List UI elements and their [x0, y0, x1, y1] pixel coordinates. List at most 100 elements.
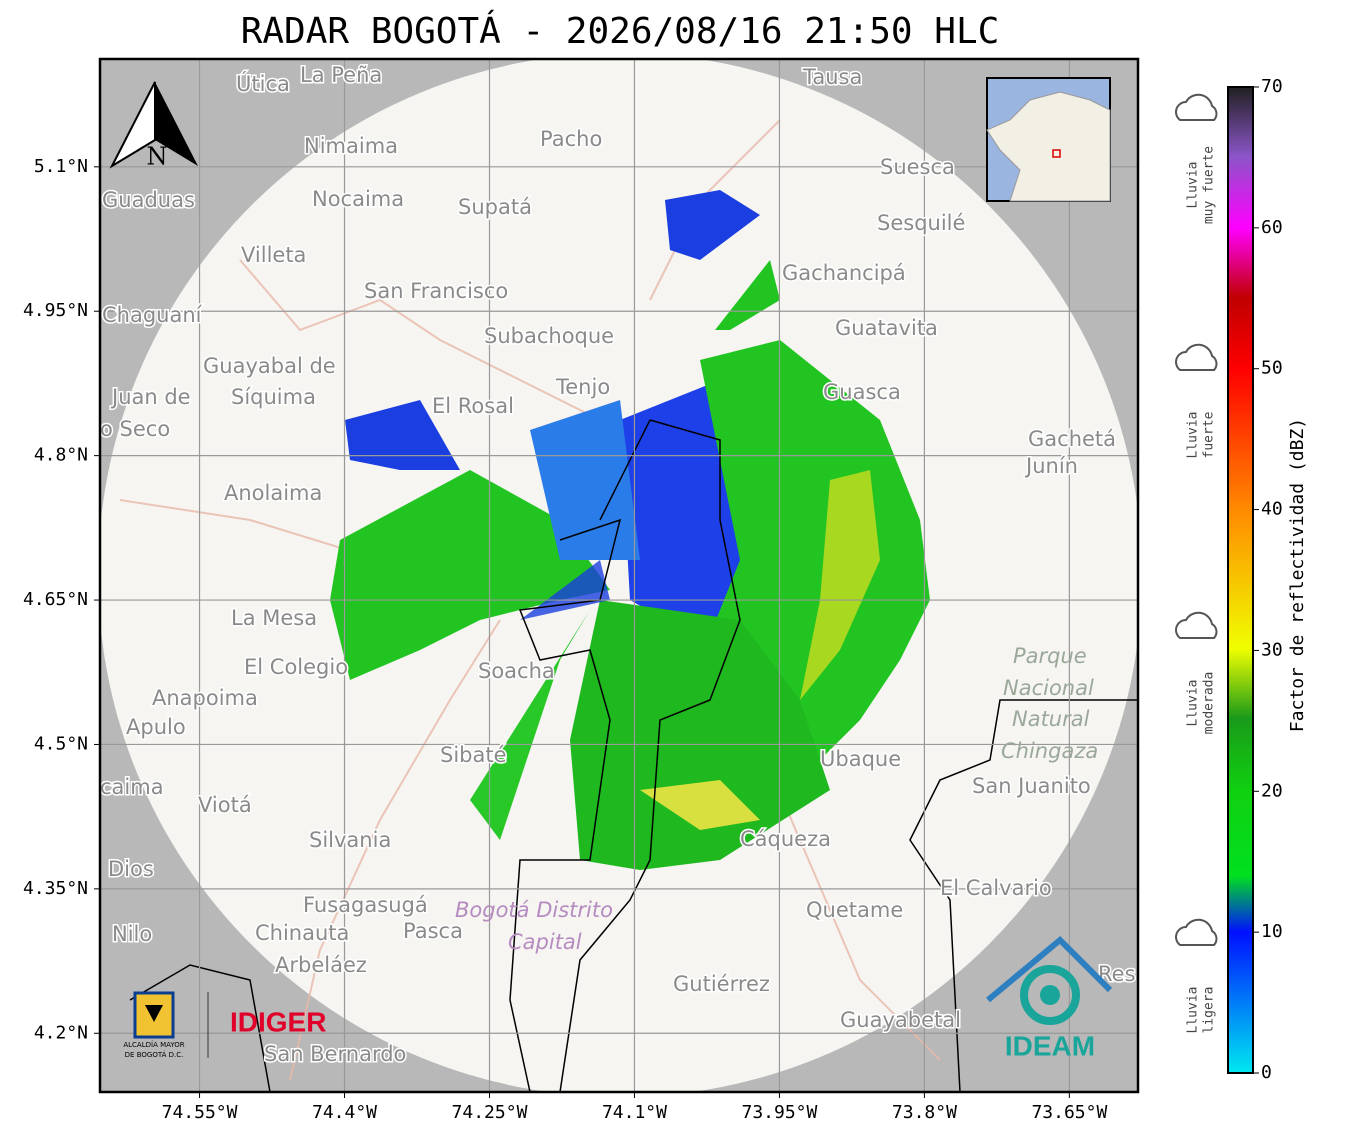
y-tick-label: 4.2°N	[34, 1022, 88, 1043]
place-label: Gachetá	[1028, 427, 1116, 451]
place-label: Tausa	[802, 65, 862, 89]
y-tick-label: 4.35°N	[23, 878, 88, 899]
place-label: El Rosal	[432, 394, 514, 418]
place-label: Villeta	[241, 243, 306, 267]
x-tick-label: 74.55°W	[162, 1102, 238, 1123]
labels: Útica La Peña Tausa Pacho Nimaima Guaduas Noca…	[100, 62, 1137, 1068]
alcaldia-text: DE BOGOTÁ D.C.	[125, 1050, 184, 1059]
place-label: Guayabetal	[840, 1008, 961, 1032]
grid	[100, 59, 1138, 1092]
place-label: Útica	[236, 71, 290, 96]
place-label: Gutiérrez	[673, 972, 770, 996]
place-label: Nimaima	[304, 134, 398, 158]
place-label: El Colegio	[244, 655, 348, 679]
park-label: Natural	[1012, 707, 1090, 731]
legend-label: fuerte	[1202, 411, 1217, 458]
x-tick-label: 73.8°W	[892, 1102, 957, 1123]
place-label: Tenjo	[555, 375, 610, 399]
x-tick-label: 73.65°W	[1031, 1102, 1107, 1123]
place-label: Apulo	[126, 715, 186, 739]
alcaldia-text: ALCALDÍA MAYOR	[123, 1040, 184, 1049]
place-label: San Juanito	[972, 774, 1091, 798]
x-tick-label: 73.95°W	[742, 1102, 818, 1123]
place-label: Sibaté	[440, 743, 507, 767]
colorbar-tick-label: 50	[1261, 358, 1283, 379]
legend-label: ligera	[1202, 987, 1217, 1034]
y-tick-label: 4.95°N	[23, 300, 88, 321]
legend-label: moderada	[1202, 672, 1217, 735]
place-label: Subachoque	[484, 324, 614, 348]
place-label: Arbeláez	[275, 953, 367, 977]
place-label: Ubaque	[820, 747, 901, 771]
legend-label: Lluvia	[1186, 162, 1201, 209]
ideam-text: IDEAM	[1005, 1030, 1095, 1061]
colorbar	[1227, 86, 1254, 1074]
y-tick-label: 4.8°N	[34, 445, 88, 466]
place-label: caima	[100, 775, 164, 799]
map: Útica La Peña Tausa Pacho Nimaima Guaduas Noca…	[100, 59, 1138, 1092]
place-label: Guaduas	[102, 188, 195, 212]
radar-coverage	[100, 59, 1138, 1092]
place-label: Silvania	[309, 828, 391, 852]
place-label: Quetame	[806, 898, 903, 922]
colorbar-tick-label: 20	[1261, 780, 1283, 801]
place-label: Chaguaní	[102, 303, 203, 327]
colorbar-ticks: 0 10 20 30 40 50 60 70	[1253, 76, 1283, 1083]
place-label: Junín	[1024, 454, 1078, 478]
y-tick-label: 5.1°N	[34, 156, 88, 177]
place-label: Chinauta	[255, 921, 349, 945]
idiger-logo: IDIGER	[230, 1006, 326, 1037]
place-label: Juan de	[110, 385, 191, 409]
rain-icon	[1175, 343, 1218, 371]
place-label: Nilo	[112, 922, 152, 946]
ideam-logo: IDEAM	[986, 935, 1113, 1061]
place-label: San Bernardo	[264, 1042, 406, 1066]
place-label: Supatá	[458, 195, 532, 219]
place-label: Suesca	[880, 155, 955, 179]
place-label: Pasca	[403, 919, 463, 943]
park-label: Nacional	[1003, 676, 1094, 700]
y-tick-label: 4.65°N	[23, 589, 88, 610]
park-label: Chingaza	[1001, 739, 1098, 763]
place-label: La Mesa	[231, 606, 317, 630]
place-label: Fusagasugá	[303, 893, 428, 917]
place-label: Síquima	[231, 385, 316, 409]
park-label: Parque	[1013, 644, 1087, 668]
x-tick-label: 74.25°W	[452, 1102, 528, 1123]
place-label: Cáqueza	[740, 827, 831, 851]
place-label: Guasca	[823, 380, 901, 404]
place-label: Viotá	[198, 793, 252, 817]
place-label: Pacho	[540, 127, 602, 151]
place-label: San Francisco	[364, 279, 508, 303]
x-tick-label: 74.4°W	[312, 1102, 377, 1123]
legend-label: Lluvia	[1186, 987, 1201, 1034]
place-label: o Seco	[100, 417, 170, 441]
y-tick-label: 4.5°N	[34, 733, 88, 754]
place-label: Anolaima	[224, 481, 322, 505]
place-label: Gachancipá	[782, 261, 906, 285]
legend-label: Lluvia	[1186, 680, 1201, 727]
place-label: Dios	[108, 857, 154, 881]
place-label: Sesquilé	[877, 211, 965, 235]
colorbar-label: Factor de reflectividad (dBZ)	[1287, 418, 1308, 732]
place-label: Guatavita	[835, 316, 938, 340]
place-label: Nocaima	[312, 187, 404, 211]
title: RADAR BOGOTÁ - 2026/08/16 21:50 HLC	[241, 10, 1000, 52]
north-label: N	[147, 143, 168, 171]
axes: 74.55°W 74.4°W 74.25°W 74.1°W 73.95°W 73.8°W 7…	[23, 156, 1108, 1123]
district-label: Bogotá Distrito	[455, 898, 613, 922]
district-label: Capital	[508, 930, 582, 954]
rain-icon	[1175, 918, 1218, 946]
rain-icon	[1175, 93, 1218, 121]
map-frame	[98, 57, 1140, 1094]
legend-label: Lluvia	[1186, 412, 1201, 459]
colorbar-tick-label: 30	[1261, 639, 1283, 660]
inset-map	[986, 77, 1111, 202]
rain-icon	[1175, 611, 1218, 639]
alcaldia-logo: ALCALDÍA MAYOR DE BOGOTÁ D.C. IDIGER	[123, 991, 326, 1059]
place-label: Anapoima	[152, 686, 258, 710]
colorbar-tick-label: 60	[1261, 217, 1283, 238]
north-arrow: N	[109, 81, 198, 171]
